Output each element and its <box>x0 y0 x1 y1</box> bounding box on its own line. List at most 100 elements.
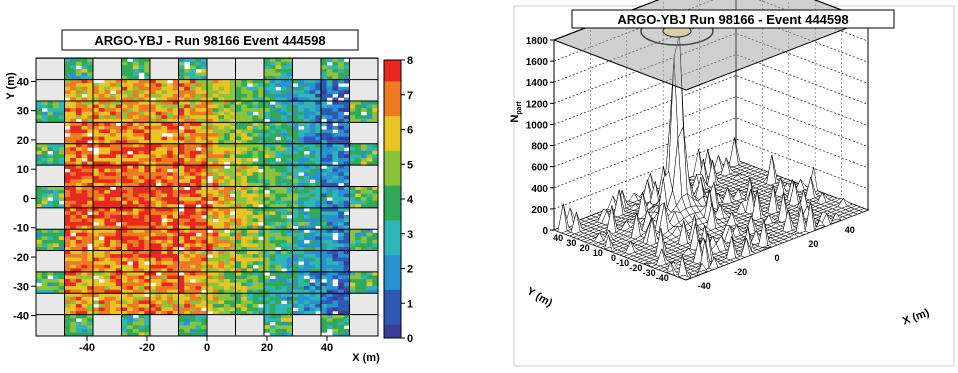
pad-hit <box>310 94 316 98</box>
pad-hit <box>179 275 185 279</box>
pad-hit <box>281 80 287 84</box>
pad-hit <box>150 83 156 87</box>
pad-hit <box>99 211 105 215</box>
pad-hit <box>144 254 150 258</box>
pad-hit <box>298 137 304 141</box>
pad-hit <box>53 147 59 151</box>
pad-hit <box>230 108 236 112</box>
pad-hit <box>161 101 167 105</box>
pad-hit <box>150 101 156 105</box>
pad-hit <box>264 80 270 84</box>
pad-hit <box>167 236 173 240</box>
pad-hit <box>70 293 76 297</box>
pad-hit <box>70 129 76 133</box>
pad-hit <box>65 137 71 141</box>
pad-hit <box>253 101 259 105</box>
pad-hit <box>264 69 270 73</box>
pad-hit <box>184 129 190 133</box>
pad-hit <box>133 87 139 91</box>
pad-hit <box>201 186 207 190</box>
pad-hit <box>179 293 185 297</box>
pad-hit <box>304 87 310 91</box>
pad-hit <box>338 190 344 194</box>
pad-hit <box>87 151 93 155</box>
pad-hit <box>281 222 287 226</box>
pad-hit <box>236 186 242 190</box>
pad-hit <box>70 229 76 233</box>
pad-hit <box>338 58 344 62</box>
pad-hit <box>281 144 287 148</box>
pad-hit <box>133 197 139 201</box>
pad-hit <box>156 236 162 240</box>
pad-hit <box>65 194 71 198</box>
pad-hit <box>338 144 344 148</box>
pad-hit <box>293 115 299 119</box>
pad-hit <box>350 229 356 233</box>
pad-hit <box>281 194 287 198</box>
pad-hit <box>218 137 224 141</box>
pad-hit <box>304 265 310 269</box>
pad-hit <box>304 176 310 180</box>
pad-hit <box>53 108 59 112</box>
pad-hit <box>236 208 242 212</box>
pad-hit <box>116 94 122 98</box>
pad-hit <box>156 90 162 94</box>
pad-hit <box>133 190 139 194</box>
pad-hit <box>315 297 321 301</box>
pad-hit <box>332 69 338 73</box>
pad-hit <box>196 275 202 279</box>
pad-hit <box>190 58 196 62</box>
pad-hit <box>93 129 99 133</box>
pad-hit <box>258 108 264 112</box>
pad-hit <box>127 87 133 91</box>
pad-hit <box>87 272 93 276</box>
pad-hit <box>230 265 236 269</box>
pad-hit <box>116 87 122 91</box>
pad-hit <box>327 147 333 151</box>
pad-hit <box>179 154 185 158</box>
pad-hit <box>104 297 110 301</box>
pad-hit <box>116 90 122 94</box>
pad-hit <box>327 115 333 119</box>
pad-hit <box>150 286 156 290</box>
pad-hit <box>315 208 321 212</box>
pad-hit <box>59 144 65 148</box>
pad-hit <box>161 297 167 301</box>
pad-hit <box>327 272 333 276</box>
pad-hit <box>304 105 310 109</box>
pad-hit <box>150 265 156 269</box>
pad-hit <box>367 275 373 279</box>
pad-hit <box>122 112 128 116</box>
pad-hit <box>201 94 207 98</box>
pad-hit <box>104 172 110 176</box>
pad-hit <box>190 308 196 312</box>
pad-hit <box>241 215 247 219</box>
pad-hit <box>315 201 321 205</box>
pad-hit <box>241 87 247 91</box>
pad-hit <box>304 129 310 133</box>
pad-hit <box>156 122 162 126</box>
pad-hit <box>179 219 185 223</box>
pad-hit <box>344 208 350 212</box>
pad-hit <box>293 211 299 215</box>
pad-hit <box>338 208 344 212</box>
pad-hit <box>87 229 93 233</box>
pad-hit <box>315 126 321 130</box>
pad-hit <box>350 144 356 148</box>
pad-hit <box>338 126 344 130</box>
pad-hit <box>247 275 253 279</box>
pad-hit <box>42 101 48 105</box>
pad-hit <box>287 329 293 333</box>
pad-hit <box>275 186 281 190</box>
pad-hit <box>179 151 185 155</box>
pad-hit <box>338 297 344 301</box>
pad-hit <box>144 151 150 155</box>
pad-hit <box>201 169 207 173</box>
pad-hit <box>116 300 122 304</box>
pad-hit <box>213 190 219 194</box>
pad-hit <box>70 283 76 287</box>
inactive-cluster <box>36 165 65 186</box>
pad-hit <box>275 251 281 255</box>
pad-hit <box>127 197 133 201</box>
